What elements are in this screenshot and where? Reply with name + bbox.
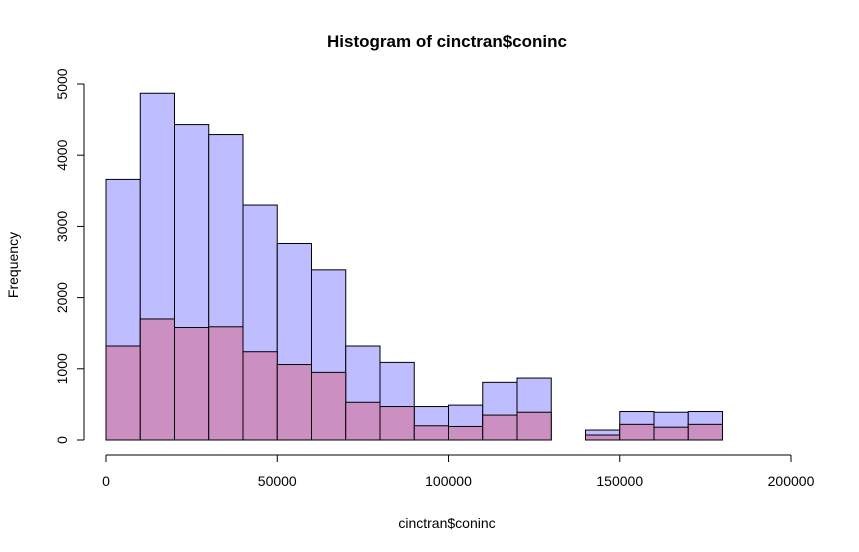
x-tick-label: 100000 bbox=[425, 473, 472, 489]
x-tick-label: 200000 bbox=[768, 473, 815, 489]
histogram-bar-series2 bbox=[413, 425, 449, 441]
y-tick-label: 0 bbox=[54, 436, 70, 444]
y-tick-label: 3000 bbox=[54, 211, 70, 242]
chart-title: Histogram of cinctran$coninc bbox=[327, 32, 567, 51]
histogram-bar-series2 bbox=[311, 371, 347, 441]
x-tick-label: 150000 bbox=[596, 473, 643, 489]
histogram-bar-series2 bbox=[482, 414, 518, 441]
x-tick-label: 0 bbox=[102, 473, 110, 489]
y-axis-label: Frequency bbox=[5, 232, 21, 298]
y-tick-label: 4000 bbox=[54, 139, 70, 170]
histogram-bar-series2 bbox=[448, 425, 484, 441]
histogram-bar-series2 bbox=[242, 351, 278, 441]
y-axis: 0 1000 2000 3000 4000 5000 bbox=[54, 68, 85, 444]
x-axis: 0 50000 100000 150000 200000 bbox=[102, 454, 815, 489]
histogram-bar-series2 bbox=[687, 423, 723, 441]
y-tick-label: 5000 bbox=[54, 68, 70, 99]
y-tick-label: 2000 bbox=[54, 282, 70, 313]
y-tick-label: 1000 bbox=[54, 353, 70, 384]
histogram-bar-series2 bbox=[208, 326, 244, 441]
histogram-bar-series2 bbox=[174, 327, 210, 441]
histogram-bar-series2 bbox=[585, 434, 621, 441]
histogram-bar-series2 bbox=[105, 345, 141, 441]
histogram-bar-series2 bbox=[345, 401, 381, 441]
histogram-bar-series2 bbox=[379, 406, 415, 441]
bars-layer bbox=[105, 92, 723, 441]
histogram-bar-series2 bbox=[276, 364, 312, 441]
x-tick-label: 50000 bbox=[258, 473, 297, 489]
histogram-bar-series2 bbox=[139, 318, 175, 441]
histogram-bar-series2 bbox=[653, 426, 689, 441]
x-axis-label: cinctran$coninc bbox=[398, 515, 495, 531]
histogram-bar-series2 bbox=[619, 423, 655, 441]
histogram-bar-series2 bbox=[516, 411, 552, 441]
